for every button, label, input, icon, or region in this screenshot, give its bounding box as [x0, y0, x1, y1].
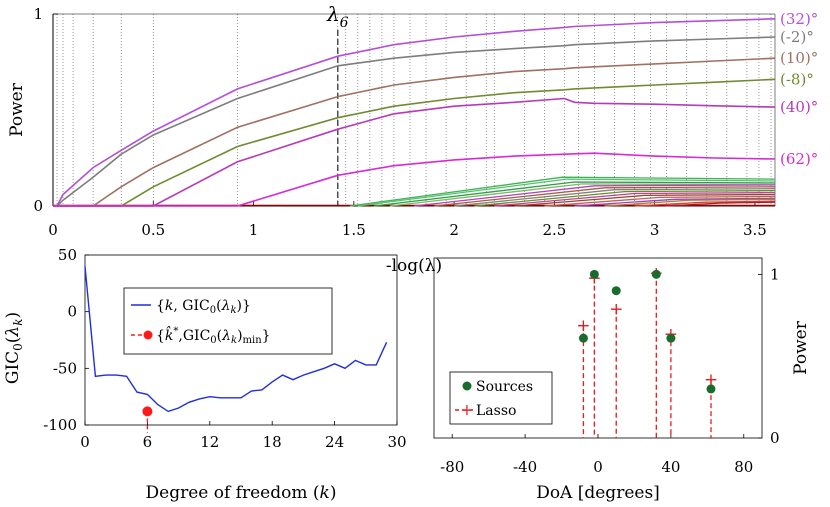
top-series-line — [53, 18, 776, 207]
gic-legend-curve-entry: {k, GIC0(λk)} — [156, 298, 251, 316]
top-series-line — [53, 152, 776, 207]
top-angle-labels: (32)°(-2)° (10)° (-8)° (40)° (62)° — [780, 10, 818, 168]
top-small-series-line — [544, 195, 776, 207]
top-angle-label: (32)° — [780, 10, 818, 28]
top-x-ticks: 0 0.5 1 1.5 2 2.5 3 3.5 — [48, 201, 767, 239]
gic-x-ticks: 0 6 12 18 24 30 — [80, 421, 407, 451]
top-x-tick-label: 0.5 — [141, 221, 165, 239]
gic-x-tick-label: 24 — [325, 433, 344, 451]
top-angle-label: (-8)° — [780, 70, 814, 88]
doa-legend-sources-label: Sources — [476, 379, 533, 395]
gic-y-axis-label: GIC0(λk) — [3, 312, 25, 384]
gic-y-tick-label: -50 — [53, 359, 77, 377]
gic-curve — [84, 266, 388, 413]
lambda-marker: λ6 — [326, 2, 349, 206]
top-small-series-line — [413, 184, 776, 207]
top-small-series-line — [574, 197, 776, 207]
top-x-tick-label: 3.5 — [743, 221, 767, 239]
top-x-tick-label: 1.5 — [342, 221, 366, 239]
gic-panel: 0 6 12 18 24 30 50 0 -50 -100 Degree of freedom … — [3, 246, 407, 503]
doa-x-ticks: -80 -40 0 40 80 — [440, 434, 753, 476]
top-small-series-line — [373, 181, 776, 207]
top-small-series-line — [357, 178, 776, 207]
doa-y-tick-label: 1 — [770, 265, 780, 283]
doa-x-tick-label: 40 — [661, 458, 680, 476]
lambda-marker-label: λ6 — [326, 2, 349, 31]
doa-lasso-stems: ++++++ — [576, 264, 718, 438]
top-angle-label: (40)° — [780, 98, 818, 116]
gic-x-axis-label: Degree of freedom (k) — [146, 483, 337, 503]
doa-source-point — [578, 333, 588, 343]
gic-x-tick-label: 0 — [80, 433, 90, 451]
doa-source-point — [706, 384, 716, 394]
top-x-tick-label: 0 — [48, 221, 58, 239]
doa-x-tick-label: -80 — [440, 458, 464, 476]
top-series-line — [53, 36, 776, 207]
gic-legend: {k, GIC0(λk)} {k̂*,GIC0(λk)min} — [123, 287, 333, 355]
gic-y-ticks: 50 0 -50 -100 — [43, 246, 89, 434]
gic-min-point — [142, 406, 153, 417]
doa-legend-box — [449, 371, 553, 425]
doa-legend-lasso-label: Lasso — [476, 403, 516, 419]
doa-y-axis-label: Power — [791, 320, 811, 375]
doa-source-point — [651, 269, 661, 279]
gic-legend-min-entry: {k̂*,GIC0(λk)min} — [156, 325, 271, 346]
doa-x-tick-label: 80 — [734, 458, 753, 476]
doa-x-axis-label: DoA [degrees] — [536, 483, 660, 503]
doa-x-tick-label: -40 — [513, 458, 537, 476]
gic-x-tick-label: 30 — [387, 433, 406, 451]
top-x-tick-label: 3 — [650, 221, 660, 239]
top-x-tick-label: 2 — [449, 221, 459, 239]
doa-source-points — [578, 269, 716, 394]
top-x-axis-label: -log(λ) — [386, 256, 442, 276]
doa-source-point — [589, 269, 599, 279]
top-small-series-line — [349, 176, 776, 207]
top-series-lines — [53, 18, 776, 207]
gic-legend-box — [123, 287, 333, 355]
top-y-axis-label: Power — [7, 82, 27, 137]
doa-legend-lasso-marker: + — [460, 400, 473, 419]
top-angle-label: (10)° — [780, 49, 818, 67]
top-small-series-line — [474, 189, 776, 207]
doa-lasso-marker: + — [576, 316, 590, 336]
top-small-series-line — [454, 188, 776, 207]
top-small-series-line — [434, 186, 776, 207]
top-panel: 0 0.5 1 1.5 2 2.5 3 3.5 01 -log(λ) Power λ6 (32… — [7, 2, 818, 276]
gic-y-tick-label: 50 — [58, 246, 77, 264]
doa-source-point — [666, 333, 676, 343]
doa-x-tick-label: 0 — [593, 458, 603, 476]
doa-legend-sources-marker — [462, 381, 472, 391]
gic-x-tick-label: 12 — [200, 433, 219, 451]
top-y-tick-label: 0 — [33, 197, 43, 215]
doa-lasso-marker: + — [704, 370, 718, 390]
gic-x-tick-label: 6 — [143, 433, 153, 451]
top-small-series-line — [634, 200, 776, 207]
top-angle-label: (62)° — [780, 150, 818, 168]
doa-y-ticks: 01 — [758, 265, 780, 447]
gic-x-tick-label: 18 — [263, 433, 282, 451]
top-y-tick-label: 1 — [33, 5, 43, 23]
top-small-series-line — [604, 198, 776, 207]
doa-source-point — [611, 286, 621, 296]
top-small-series-line — [514, 193, 776, 207]
top-x-tick-label: 1 — [249, 221, 259, 239]
gic-y-tick-label: 0 — [67, 303, 77, 321]
doa-legend: Sources + Lasso — [449, 371, 553, 425]
top-small-series-line — [664, 201, 776, 207]
doa-y-tick-label: 0 — [770, 429, 780, 447]
gic-y-tick-label: -100 — [43, 416, 77, 434]
top-x-tick-label: 2.5 — [542, 221, 566, 239]
top-small-series-line — [494, 191, 776, 207]
gic-axes-box — [84, 254, 398, 426]
doa-lasso-marker: + — [609, 300, 623, 320]
gic-legend-min-dot — [143, 330, 153, 340]
top-angle-label: (-2)° — [780, 28, 814, 46]
top-small-series-line — [389, 183, 776, 207]
top-y-ticks: 01 — [33, 5, 58, 215]
